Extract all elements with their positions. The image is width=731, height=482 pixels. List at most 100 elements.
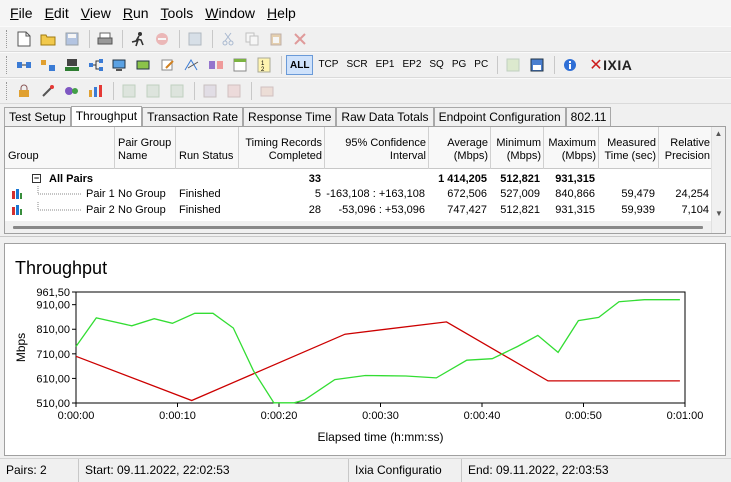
wand-icon[interactable] (37, 80, 59, 102)
table-row-summary[interactable]: − All Pairs 33 1 414,205 512,821 931,315 (5, 171, 713, 187)
toolbar-grip[interactable] (6, 56, 9, 74)
delete-icon[interactable] (289, 28, 311, 50)
table-horizontal-scrollbar[interactable] (5, 221, 713, 233)
save-results-icon[interactable] (526, 54, 548, 76)
column-header-average[interactable]: Average (Mbps) (429, 127, 491, 169)
column-header-minimum[interactable]: Minimum (Mbps) (491, 127, 544, 169)
filter-icon[interactable] (118, 80, 140, 102)
panel-splitter[interactable] (0, 236, 731, 242)
toolbar-grip[interactable] (6, 82, 9, 100)
protocol-filter-tcp[interactable]: TCP (318, 59, 339, 70)
pair-average: 672,506 (447, 188, 487, 200)
pair-measured-time: 59,479 (621, 188, 655, 200)
column-header-relative-precision[interactable]: Relative Precision (659, 127, 713, 169)
protocol-filter-all[interactable]: ALL (286, 55, 314, 75)
chart-options-icon[interactable] (85, 80, 107, 102)
status-start: Start: 09.11.2022, 22:02:53 (79, 459, 349, 482)
ungroup-icon[interactable] (166, 80, 188, 102)
protocol-filter-ep2[interactable]: EP2 (402, 59, 422, 70)
tab-response-time[interactable]: Response Time (243, 107, 337, 126)
menu-edit[interactable]: Edit (44, 5, 69, 21)
pair-measured-time: 59,939 (621, 204, 655, 216)
table-vertical-scrollbar[interactable]: ▲ ▼ (711, 127, 725, 233)
table-row[interactable]: Pair 1 No Group Finished 5 -163,108 : +1… (5, 186, 713, 202)
summary-timing-records: 33 (308, 173, 321, 185)
tab-transaction-rate[interactable]: Transaction Rate (142, 107, 244, 126)
stop-icon[interactable] (151, 28, 173, 50)
print-icon[interactable] (94, 28, 116, 50)
column-header-pair-group-name[interactable]: Pair Group Name (115, 127, 176, 169)
properties-icon[interactable] (256, 80, 278, 102)
menu-tools[interactable]: Tools (160, 5, 194, 21)
refresh-icon[interactable] (184, 28, 206, 50)
copy-icon[interactable] (241, 28, 263, 50)
menu-help[interactable]: Help (267, 5, 296, 21)
group-icon[interactable] (142, 80, 164, 102)
new-file-icon[interactable] (13, 28, 35, 50)
menu-run[interactable]: Run (122, 5, 149, 21)
x-tick-label: 0:00:10 (159, 410, 196, 422)
lock-icon[interactable] (13, 80, 35, 102)
run-icon[interactable] (127, 28, 149, 50)
status-config: Ixia Configuratio (349, 459, 462, 482)
x-tick-label: 0:00:00 (58, 410, 95, 422)
column-header-group[interactable]: Group (5, 127, 115, 169)
open-folder-icon[interactable] (37, 28, 59, 50)
tree-connector (37, 202, 81, 211)
add-multicast-icon[interactable] (37, 54, 59, 76)
protocol-filter-pg[interactable]: PG (451, 59, 467, 70)
protocol-filter-pc[interactable]: PC (474, 59, 489, 70)
scroll-up-icon[interactable]: ▲ (714, 129, 723, 138)
link-icon[interactable] (199, 80, 221, 102)
script-edit-icon[interactable] (181, 54, 203, 76)
menu-bar: File Edit View Run Tools Window Help (0, 0, 731, 26)
tab-raw-data-totals[interactable]: Raw Data Totals (336, 107, 434, 126)
monitor-icon[interactable] (109, 54, 131, 76)
protocol-filter-sq[interactable]: SQ (429, 59, 444, 70)
column-header-timing-records[interactable]: Timing Records Completed (239, 127, 325, 169)
save-icon[interactable] (61, 28, 83, 50)
menu-view[interactable]: View (80, 5, 111, 21)
pair-confidence: -163,108 : +163,108 (326, 188, 425, 200)
column-header-maximum[interactable]: Maximum (Mbps) (544, 127, 599, 169)
column-header-confidence[interactable]: 95% Confidence Interval (325, 127, 429, 169)
pair-swap-icon[interactable] (205, 54, 227, 76)
endpoint-icon[interactable] (61, 54, 83, 76)
tab-test-setup[interactable]: Test Setup (4, 107, 71, 126)
column-header-run-status[interactable]: Run Status (176, 127, 239, 169)
unlink-icon[interactable] (223, 80, 245, 102)
tab-throughput[interactable]: Throughput (70, 106, 143, 126)
y-tick-label: 510,00 (36, 398, 70, 410)
plot-area (75, 291, 686, 404)
export-icon[interactable] (502, 54, 524, 76)
scrollbar-thumb[interactable] (13, 226, 703, 229)
summary-maximum: 931,315 (555, 173, 595, 185)
table-row[interactable]: Pair 2 No Group Finished 28 -53,096 : +5… (5, 202, 713, 218)
network-icon[interactable] (85, 54, 107, 76)
pair-average: 747,427 (447, 204, 487, 216)
gears-icon[interactable] (61, 80, 83, 102)
pair-minimum: 512,821 (500, 204, 540, 216)
pair-run-status: Finished (179, 188, 221, 200)
toolbar-separator (212, 30, 213, 48)
info-icon[interactable] (559, 54, 581, 76)
paste-icon[interactable] (265, 28, 287, 50)
tab-802-11[interactable]: 802.11 (565, 107, 612, 126)
monitor-edit-icon[interactable] (133, 54, 155, 76)
toolbar-grip[interactable] (6, 30, 9, 48)
menu-window[interactable]: Window (205, 5, 256, 21)
add-pair-icon[interactable] (13, 54, 35, 76)
window-icon[interactable] (229, 54, 251, 76)
edit-icon[interactable] (157, 54, 179, 76)
cut-icon[interactable] (217, 28, 239, 50)
menu-file[interactable]: File (10, 5, 33, 21)
scroll-down-icon[interactable]: ▼ (715, 209, 723, 218)
toolbar-separator (179, 30, 180, 48)
protocol-filter-scr[interactable]: SCR (346, 59, 368, 70)
column-header-measured-time[interactable]: Measured Time (sec) (599, 127, 659, 169)
protocol-filter-ep1[interactable]: EP1 (375, 59, 395, 70)
collapse-icon[interactable]: − (32, 173, 41, 183)
tab-endpoint-configuration[interactable]: Endpoint Configuration (433, 107, 566, 126)
